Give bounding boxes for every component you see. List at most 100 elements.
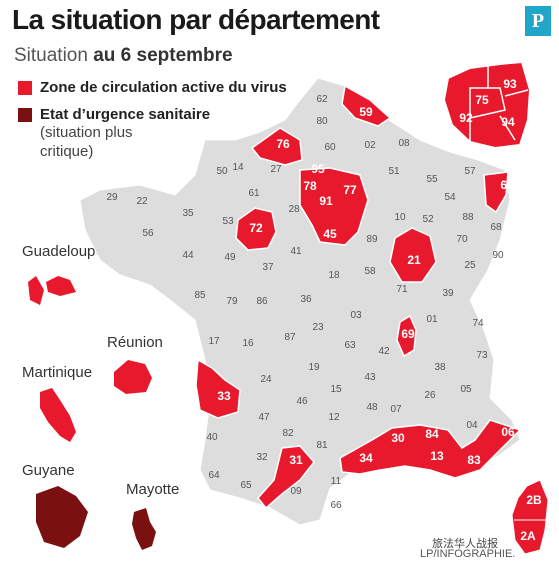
dept-label-60: 60	[324, 142, 336, 153]
dept-label-81: 81	[316, 440, 328, 451]
dept-label-2a: 2A	[520, 529, 536, 543]
dept-label-02: 02	[364, 140, 376, 151]
legend-label-urgence: Etat d’urgence sanitaire	[40, 106, 211, 123]
dept-label-93: 93	[503, 77, 517, 91]
dept-label-11: 11	[331, 476, 342, 487]
dept-label-67: 67	[500, 178, 514, 192]
dept-label-37: 37	[262, 262, 274, 273]
dept-label-13: 13	[430, 449, 444, 463]
dept-label-49: 49	[224, 252, 236, 263]
dept-76-shape	[250, 127, 303, 166]
dept-label-18: 18	[328, 270, 340, 281]
dept-label-48: 48	[366, 402, 378, 413]
dept-label-2b: 2B	[526, 493, 542, 507]
dept-label-62: 62	[316, 94, 328, 105]
dept-label-73: 73	[476, 350, 488, 361]
dept-label-29: 29	[106, 192, 118, 203]
credit: LP/INFOGRAPHIE.	[420, 548, 516, 560]
dept-label-92: 92	[459, 111, 473, 125]
dept-label-71: 71	[396, 284, 408, 295]
dept-label-80: 80	[316, 116, 328, 127]
dept-label-95: 95	[311, 162, 325, 176]
dept-label-51: 51	[388, 166, 400, 177]
dept-label-45: 45	[323, 227, 337, 241]
dept-label-43: 43	[364, 372, 376, 383]
dept-label-90: 90	[492, 250, 504, 261]
active-zones	[195, 84, 522, 510]
label-guadeloupe: Guadeloupe	[22, 243, 104, 260]
inset-shape	[442, 60, 532, 150]
dept-label-56: 56	[142, 228, 154, 239]
dept-label-68: 68	[490, 222, 502, 233]
dept-label-94: 94	[501, 115, 515, 129]
legend-label-active: Zone de circulation active du virus	[40, 79, 287, 96]
dept-label-72: 72	[249, 221, 263, 235]
dept-label-82: 82	[282, 428, 294, 439]
legend-sub-2: critique)	[40, 143, 94, 160]
dept-label-31: 31	[289, 453, 303, 467]
dept-label-36: 36	[300, 294, 312, 305]
dept-label-52: 52	[422, 214, 434, 225]
reunion-shape	[114, 360, 152, 394]
dept-label-88: 88	[462, 212, 474, 223]
dept-label-64: 64	[208, 470, 220, 481]
dept-label-70: 70	[456, 234, 468, 245]
dept-label-40: 40	[206, 432, 218, 443]
dept-label-10: 10	[394, 212, 406, 223]
dept-label-04: 04	[466, 420, 478, 431]
dept-label-24: 24	[260, 374, 272, 385]
dept-label-34: 34	[359, 451, 373, 465]
dept-label-22: 22	[136, 196, 148, 207]
dept-label-53: 53	[222, 216, 234, 227]
dept-label-87: 87	[284, 332, 296, 343]
dept-label-46: 46	[296, 396, 308, 407]
dept-label-44: 44	[182, 250, 194, 261]
dept-label-23: 23	[312, 322, 324, 333]
dept-label-76: 76	[276, 137, 290, 151]
dept-label-05: 05	[460, 384, 472, 395]
dept-label-89: 89	[366, 234, 378, 245]
le-parisien-logo: P	[525, 6, 551, 36]
label-martinique: Martinique	[22, 364, 93, 381]
dept-label-28: 28	[288, 204, 300, 215]
dept-label-79: 79	[226, 296, 238, 307]
legend-swatch-urgence	[18, 108, 32, 122]
dept-label-65: 65	[240, 480, 252, 491]
label-mayotte: Mayotte	[126, 481, 180, 498]
guadeloupe-shape	[28, 276, 76, 305]
dept-59-shape	[341, 84, 392, 127]
dept-label-39: 39	[442, 288, 454, 299]
dept-label-86: 86	[256, 296, 268, 307]
legend-swatch-active	[18, 81, 32, 95]
dept-label-25: 25	[464, 260, 476, 271]
martinique-shape	[40, 388, 76, 442]
dept-label-77: 77	[343, 183, 357, 197]
subtitle-date: au 6 septembre	[93, 45, 233, 66]
dept-label-14: 14	[232, 162, 244, 173]
dept-label-42: 42	[378, 346, 390, 357]
dept-label-41: 41	[290, 246, 302, 257]
dept-label-19: 19	[308, 362, 320, 373]
dept-67-shape	[483, 171, 509, 214]
corsica-shape	[511, 479, 549, 555]
dept-69-shape	[396, 314, 417, 358]
dept-label-66: 66	[330, 500, 342, 511]
guyane-shape	[36, 486, 88, 548]
dept-label-50: 50	[216, 166, 228, 177]
dept-label-75: 75	[475, 93, 489, 107]
dept-label-09: 09	[290, 486, 302, 497]
dept-label-12: 12	[328, 412, 340, 423]
dept-label-15: 15	[330, 384, 342, 395]
subtitle: Situation au 6 septembre	[14, 45, 233, 67]
legend-sub-1: (situation plus	[40, 124, 133, 141]
dept-label-55: 55	[426, 174, 438, 185]
dept-label-07: 07	[390, 404, 402, 415]
dept-label-08: 08	[398, 138, 410, 149]
label-guyane: Guyane	[22, 462, 75, 479]
dept-label-16: 16	[242, 338, 254, 349]
dept-31-shape	[257, 445, 315, 510]
dept-label-54: 54	[444, 192, 456, 203]
subtitle-prefix: Situation	[14, 45, 88, 66]
